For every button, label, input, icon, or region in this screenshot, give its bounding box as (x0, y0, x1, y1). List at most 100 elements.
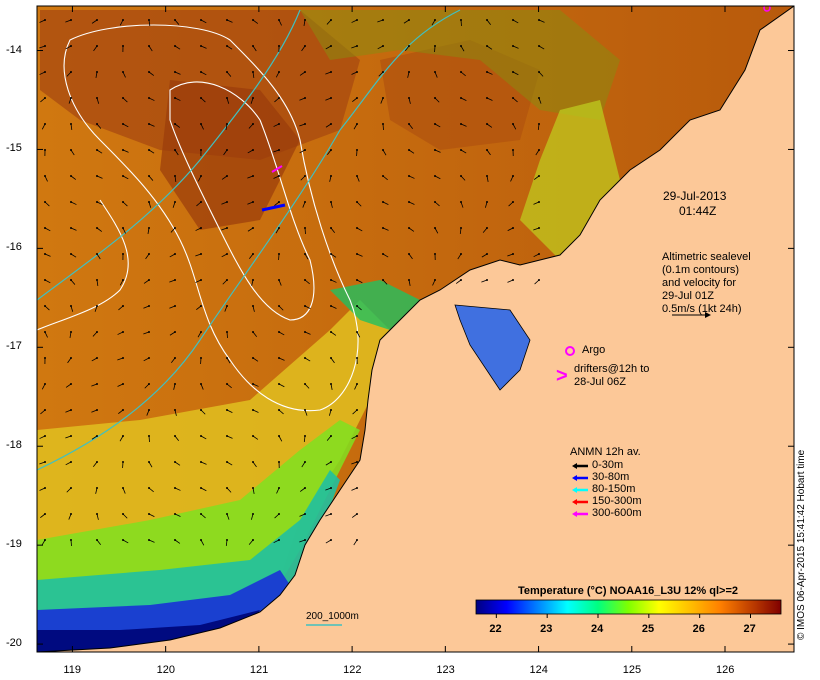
gulf-water (454, 304, 531, 391)
velocity-arrow-origin (44, 201, 46, 203)
velocity-arrow-origin (512, 201, 514, 203)
velocity-arrow (537, 123, 540, 131)
velocity-arrow-origin (174, 279, 176, 281)
velocity-arrow-origin (70, 357, 72, 359)
velocity-arrow (252, 409, 259, 413)
velocity-arrow-origin (174, 331, 176, 333)
anmn-mooring-vector (261, 203, 286, 212)
velocity-arrow (486, 71, 493, 75)
velocity-arrow-origin (96, 409, 98, 411)
velocity-arrow-origin (174, 175, 176, 177)
velocity-arrow (247, 175, 254, 179)
velocity-arrow-origin (96, 461, 98, 463)
velocity-arrow (325, 461, 332, 466)
velocity-arrow-origin (304, 97, 306, 99)
velocity-arrow-origin (96, 201, 98, 203)
anmn-arrowhead-2 (572, 487, 577, 493)
velocity-arrow-origin (538, 71, 540, 73)
velocity-arrow-origin (96, 305, 98, 307)
velocity-arrow-origin (252, 409, 254, 411)
velocity-arrow (278, 383, 285, 388)
velocity-arrow (252, 331, 258, 337)
velocity-arrow-origin (538, 97, 540, 99)
velocity-arrow-origin (70, 513, 72, 515)
velocity-arrow-origin (122, 513, 124, 515)
velocity-arrow (273, 149, 280, 153)
velocity-arrow-origin (200, 513, 202, 515)
map-frame (36, 5, 795, 653)
velocity-arrow (122, 513, 128, 519)
velocity-arrow-origin (122, 253, 124, 255)
velocity-arrow-origin (356, 253, 358, 255)
anmn-arrowhead-0 (572, 463, 577, 469)
velocity-arrow (226, 97, 230, 104)
velocity-arrow-origin (252, 201, 254, 203)
velocity-arrow-origin (96, 331, 98, 333)
anmn-legend-label: 30-80m (592, 471, 630, 483)
velocity-arrow-origin (538, 149, 540, 151)
velocity-arrow-origin (226, 409, 228, 411)
velocity-arrow (408, 279, 411, 286)
velocity-arrow-origin (460, 97, 462, 99)
velocity-arrow (200, 97, 206, 103)
velocity-arrow-origin (148, 97, 150, 99)
velocity-arrow-origin (70, 435, 72, 437)
longitude-tick-label: 126 (716, 664, 735, 676)
velocity-arrow-origin (122, 487, 124, 489)
velocity-arrow-origin (226, 513, 228, 515)
velocity-arrow (197, 331, 202, 338)
colorbar-tick-label: 22 (489, 623, 502, 635)
velocity-arrow (273, 175, 280, 179)
velocity-arrow-origin (226, 123, 228, 125)
velocity-arrow (351, 19, 358, 23)
velocity-arrow-origin (122, 149, 124, 151)
velocity-arrow-origin (70, 461, 72, 463)
velocity-arrow (148, 123, 155, 127)
velocity-arrow-origin (174, 539, 176, 541)
velocity-arrow-origin (252, 305, 254, 307)
velocity-arrow-origin (434, 71, 436, 73)
velocity-arrow-origin (460, 201, 462, 203)
velocity-arrow-origin (486, 227, 488, 229)
velocity-arrow-origin (330, 487, 332, 489)
velocity-arrow-origin (278, 71, 280, 73)
velocity-arrow-origin (200, 331, 202, 333)
velocity-arrow-origin (460, 123, 462, 125)
velocity-arrow (169, 253, 176, 258)
velocity-arrow (146, 409, 150, 416)
velocity-arrow-origin (96, 71, 98, 73)
velocity-arrow (148, 539, 155, 543)
velocity-arrow (70, 201, 77, 205)
velocity-arrow (65, 383, 72, 388)
velocity-arrow-origin (226, 149, 228, 151)
velocity-arrow-origin (70, 305, 72, 307)
velocity-arrow (460, 45, 465, 52)
latitude-tick-label: -19 (6, 538, 22, 551)
velocity-arrow-origin (200, 71, 202, 73)
velocity-arrow-origin (252, 19, 254, 21)
velocity-arrow (535, 149, 540, 156)
velocity-arrow-origin (252, 175, 254, 177)
velocity-arrow (460, 97, 467, 101)
velocity-arrow-origin (434, 253, 436, 255)
velocity-arrow-origin (486, 201, 488, 203)
velocity-arrow (512, 45, 519, 49)
velocity-arrows (39, 19, 545, 547)
velocity-arrow-origin (252, 539, 254, 541)
velocity-arrow (408, 175, 415, 179)
velocity-arrow-origin (356, 279, 358, 281)
velocity-arrow-origin (226, 227, 228, 229)
velocity-arrow-origin (226, 539, 228, 541)
velocity-arrow-origin (174, 201, 176, 203)
velocity-arrow (252, 19, 259, 24)
velocity-arrow-origin (252, 97, 254, 99)
altimetry-note-line5: 0.5m/s (1kt 24h) (662, 303, 742, 315)
velocity-arrow-origin (174, 305, 176, 307)
velocity-arrow-origin (122, 331, 124, 333)
velocity-arrow (486, 19, 492, 25)
velocity-arrow (91, 19, 98, 24)
velocity-arrow-origin (252, 71, 254, 73)
velocity-arrow-origin (330, 305, 332, 307)
velocity-arrow-origin (148, 539, 150, 541)
anmn-arrowhead-4 (572, 511, 577, 517)
